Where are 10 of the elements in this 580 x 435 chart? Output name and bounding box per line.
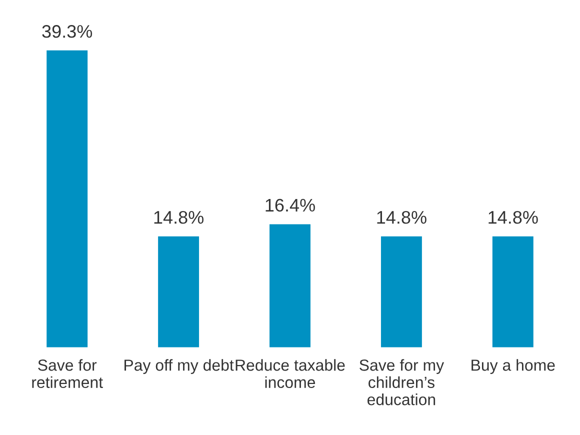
data-label: 14.8% <box>377 210 426 224</box>
data-label: 39.3% <box>42 25 92 38</box>
x-tick-label: Reduce taxable income <box>236 359 345 388</box>
x-tick-label: Save for retirement <box>32 359 103 388</box>
x-tick-label: Save for my children’s education <box>360 359 444 406</box>
data-label: 14.8% <box>154 210 204 224</box>
data-label: 16.4% <box>266 198 315 212</box>
x-tick-label: Buy a home <box>472 359 555 374</box>
x-tick-label: Pay off my debt <box>124 359 234 374</box>
data-label: 14.8% <box>488 210 538 224</box>
